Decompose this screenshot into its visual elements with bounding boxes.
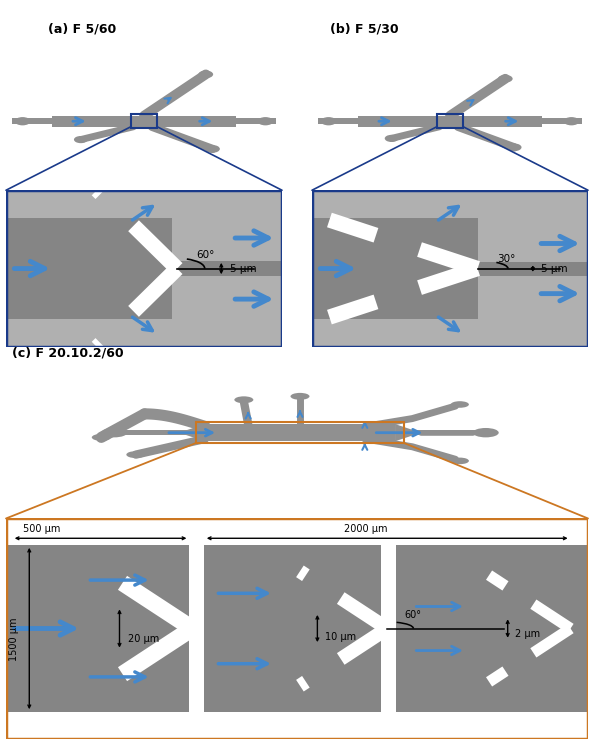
Bar [190,545,204,712]
Bar [205,424,395,442]
Bar [52,116,236,127]
Text: 500 μm: 500 μm [23,524,61,533]
Bar [408,430,494,435]
Circle shape [498,75,512,83]
Circle shape [235,396,253,404]
Text: 2000 μm: 2000 μm [344,524,387,533]
Circle shape [473,430,490,436]
Text: (b) F 5/30: (b) F 5/30 [330,22,398,35]
Text: (a) F 5/60: (a) F 5/60 [48,22,116,35]
Bar [172,219,282,260]
Circle shape [74,136,88,143]
Bar [537,119,582,124]
Bar [6,319,282,347]
Text: (c) F 20.10.2/60: (c) F 20.10.2/60 [12,347,124,360]
Bar [318,119,363,124]
Circle shape [205,145,220,153]
Text: 10 μm: 10 μm [325,632,356,642]
Polygon shape [179,424,205,442]
Circle shape [563,117,580,125]
Circle shape [92,434,111,441]
Circle shape [290,393,310,400]
Circle shape [507,143,521,151]
Bar [6,190,282,219]
Text: 5 μm: 5 μm [541,263,568,274]
Circle shape [257,117,274,125]
Text: 5 μm: 5 μm [230,263,256,274]
Bar [478,219,588,262]
Text: 30°: 30° [497,254,515,264]
Bar [437,114,463,128]
Bar [231,119,276,124]
Circle shape [101,428,127,437]
Text: 1500 μm: 1500 μm [9,618,19,661]
Bar [12,119,57,124]
Bar [6,712,588,739]
Bar [131,114,157,128]
Circle shape [385,135,398,142]
Circle shape [127,451,145,458]
Text: 20 μm: 20 μm [128,633,160,644]
Text: 60°: 60° [404,609,422,619]
Polygon shape [395,424,421,442]
Bar [312,190,588,219]
Text: 2 μm: 2 μm [515,630,541,639]
Bar [196,422,404,443]
Bar [382,545,396,712]
Text: 60°: 60° [196,250,215,260]
Bar [172,276,282,319]
Circle shape [451,457,469,464]
Circle shape [451,401,469,408]
Bar [106,430,192,435]
Bar [358,116,542,127]
Bar [312,319,588,347]
Bar [6,518,588,545]
Circle shape [473,428,499,437]
Circle shape [199,71,213,78]
Circle shape [14,117,31,125]
Bar [478,275,588,319]
Circle shape [320,117,337,125]
